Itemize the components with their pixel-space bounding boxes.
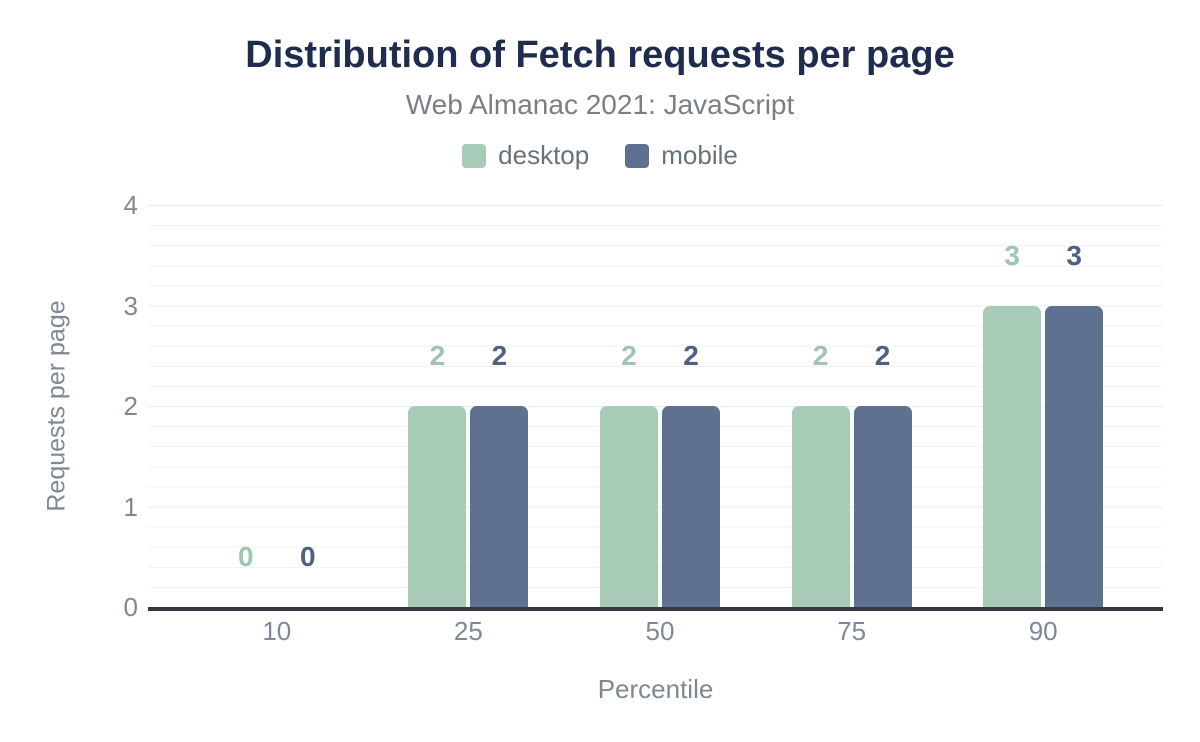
x-tick-50: 50 xyxy=(645,616,675,646)
chart-subtitle: Web Almanac 2021: JavaScript xyxy=(405,89,795,120)
x-tick-90: 90 xyxy=(1028,616,1058,646)
y-tick-3: 3 xyxy=(123,291,138,321)
x-axis-title: Percentile xyxy=(597,674,714,704)
legend-item-desktop[interactable]: desktop xyxy=(462,140,589,171)
bar-group-p90: 3 3 xyxy=(947,205,1139,607)
bar-group-p25: 2 2 xyxy=(373,205,565,607)
bar-col: 2 xyxy=(470,205,529,607)
bar-desktop-p75[interactable] xyxy=(791,406,850,607)
bar-col: 2 xyxy=(791,205,850,607)
legend-label-mobile: mobile xyxy=(661,140,738,170)
data-label-desktop-p50: 2 xyxy=(621,340,637,371)
x-axis-line xyxy=(148,607,1163,611)
bar-col: 3 xyxy=(1045,205,1104,607)
desktop-swatch-icon xyxy=(462,143,487,168)
bars-row: 0 0 2 2 2 xyxy=(148,205,1163,607)
data-label-mobile-p10: 0 xyxy=(300,541,316,572)
data-label-desktop-p90: 3 xyxy=(1004,239,1020,271)
data-label-desktop-p25: 2 xyxy=(429,340,446,371)
bar-col: 0 xyxy=(279,205,337,607)
plot-area: 0 0 2 2 2 xyxy=(148,205,1163,607)
bar-desktop-p25[interactable] xyxy=(408,406,467,607)
bar-desktop-p90[interactable] xyxy=(983,305,1042,607)
chart-title: Distribution of Fetch requests per page xyxy=(245,34,955,76)
legend-label-desktop: desktop xyxy=(498,140,590,170)
x-tick-25: 25 xyxy=(453,616,483,646)
bar-mobile-p25[interactable] xyxy=(470,406,529,607)
bar-col: 2 xyxy=(408,205,467,607)
bar-col: 2 xyxy=(853,205,912,607)
y-axis-ticks: 4 3 2 1 0 xyxy=(90,190,138,622)
y-tick-2: 2 xyxy=(123,391,138,421)
y-tick-4: 4 xyxy=(123,190,138,220)
y-tick-1: 1 xyxy=(123,492,138,522)
bar-mobile-p90[interactable] xyxy=(1045,305,1104,607)
bar-group-p10: 0 0 xyxy=(181,205,373,607)
bar-col: 2 xyxy=(661,205,720,607)
bar-col: 3 xyxy=(983,205,1042,607)
data-label-mobile-p50: 2 xyxy=(683,340,699,371)
x-axis-ticks: 10 25 50 75 90 xyxy=(148,616,1163,647)
bar-group-p75: 2 2 xyxy=(756,205,948,607)
data-label-mobile-p75: 2 xyxy=(874,340,891,371)
data-label-desktop-p75: 2 xyxy=(812,340,829,371)
y-axis-title: Requests per page xyxy=(42,300,71,512)
bar-mobile-p75[interactable] xyxy=(853,406,912,607)
data-label-mobile-p25: 2 xyxy=(491,340,508,371)
bar-group-p50: 2 2 xyxy=(564,205,756,607)
y-tick-0: 0 xyxy=(123,592,138,622)
data-label-mobile-p90: 3 xyxy=(1066,239,1082,271)
legend-item-mobile[interactable]: mobile xyxy=(625,140,738,171)
data-label-desktop-p10: 0 xyxy=(238,541,254,572)
bar-col: 2 xyxy=(599,205,658,607)
x-tick-10: 10 xyxy=(262,616,292,646)
bar-desktop-p50[interactable] xyxy=(599,406,658,607)
legend: desktop mobile xyxy=(0,140,1200,171)
bar-col: 0 xyxy=(217,205,275,607)
mobile-swatch-icon xyxy=(625,143,650,168)
bar-mobile-p50[interactable] xyxy=(661,406,720,607)
x-tick-75: 75 xyxy=(837,616,867,646)
